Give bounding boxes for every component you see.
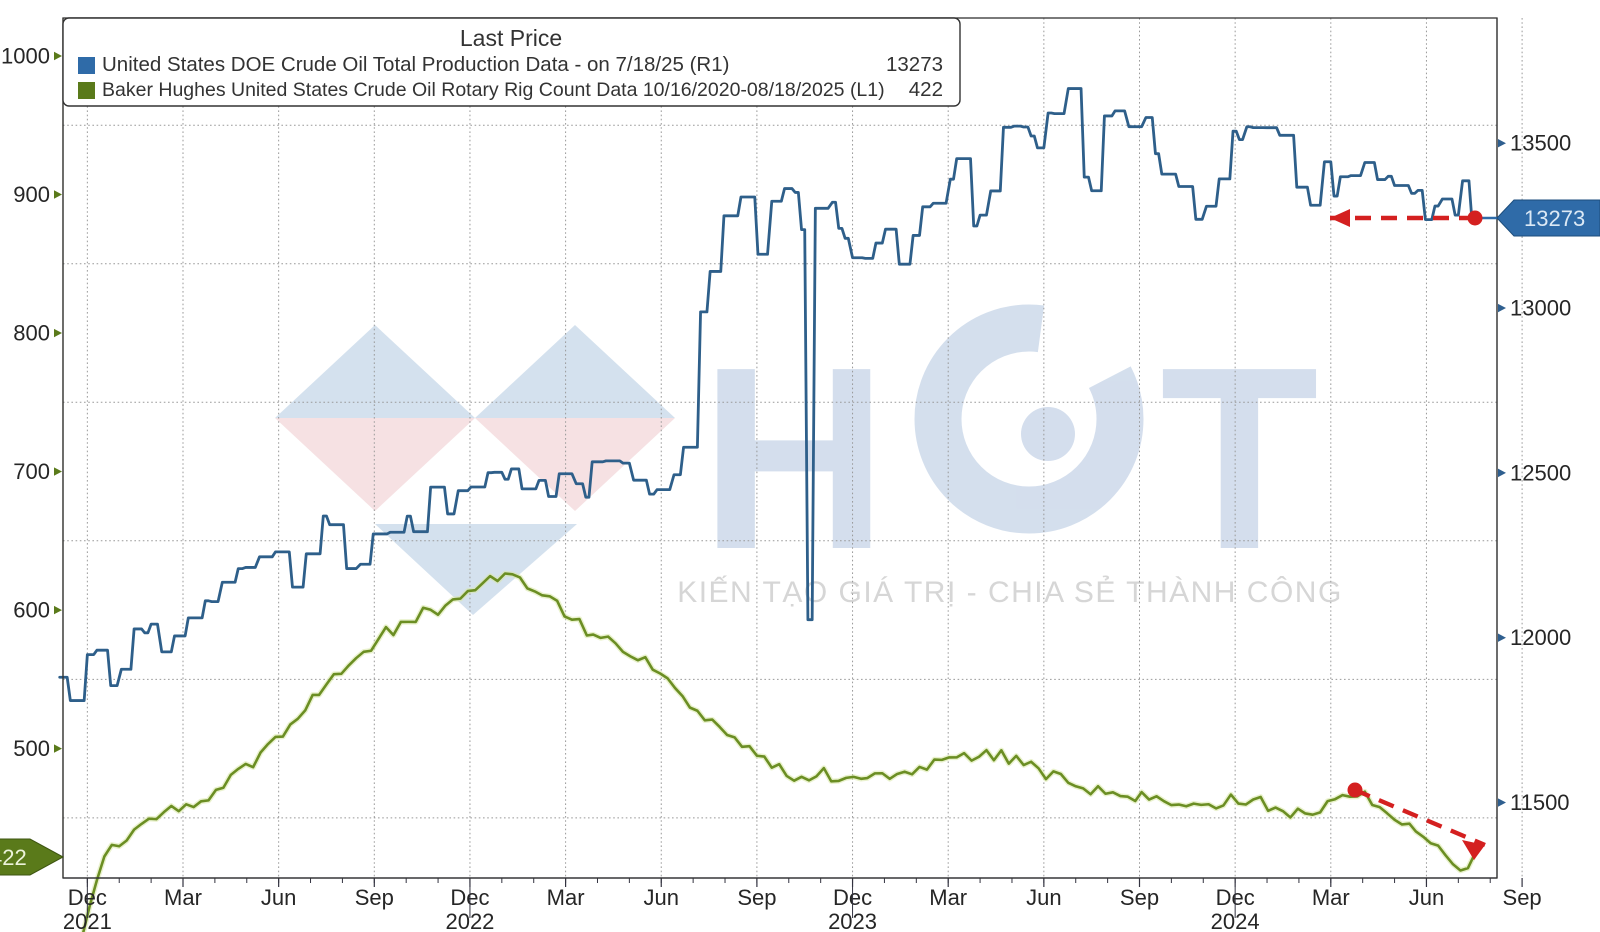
svg-text:United States DOE Crude Oil To: United States DOE Crude Oil Total Produc… <box>102 53 729 76</box>
svg-text:Mar: Mar <box>1312 885 1350 910</box>
svg-text:13273: 13273 <box>886 53 943 76</box>
svg-text:Jun: Jun <box>1409 885 1444 910</box>
svg-text:12000: 12000 <box>1510 625 1571 650</box>
svg-text:422: 422 <box>909 78 943 101</box>
svg-text:Jun: Jun <box>261 885 296 910</box>
svg-text:1000: 1000 <box>1 43 50 68</box>
svg-text:T: T <box>1160 314 1319 604</box>
svg-text:11500: 11500 <box>1510 790 1570 815</box>
svg-text:Jun: Jun <box>1026 885 1061 910</box>
svg-text:600: 600 <box>13 598 50 623</box>
svg-text:800: 800 <box>13 321 50 346</box>
svg-text:13000: 13000 <box>1510 296 1571 321</box>
svg-text:Jun: Jun <box>644 885 679 910</box>
svg-text:KIẾN TẠO GIÁ TRỊ - CHIA SẺ THÀ: KIẾN TẠO GIÁ TRỊ - CHIA SẺ THÀNH CÔNG <box>677 575 1343 609</box>
svg-text:Sep: Sep <box>737 885 776 910</box>
svg-text:Sep: Sep <box>1120 885 1159 910</box>
svg-text:Mar: Mar <box>164 885 202 910</box>
svg-text:Sep: Sep <box>1503 885 1542 910</box>
svg-text:13500: 13500 <box>1510 131 1571 156</box>
svg-text:Mar: Mar <box>547 885 585 910</box>
svg-text:Mar: Mar <box>929 885 967 910</box>
svg-text:900: 900 <box>13 182 50 207</box>
svg-text:13273: 13273 <box>1524 206 1585 231</box>
svg-text:Baker Hughes United States Cru: Baker Hughes United States Crude Oil Rot… <box>102 79 885 101</box>
svg-text:500: 500 <box>13 736 50 761</box>
svg-text:700: 700 <box>13 459 50 484</box>
svg-text:H: H <box>700 314 888 604</box>
svg-text:Last Price: Last Price <box>460 25 562 51</box>
svg-text:12500: 12500 <box>1510 460 1571 485</box>
svg-text:422: 422 <box>0 845 27 870</box>
svg-text:Sep: Sep <box>355 885 394 910</box>
